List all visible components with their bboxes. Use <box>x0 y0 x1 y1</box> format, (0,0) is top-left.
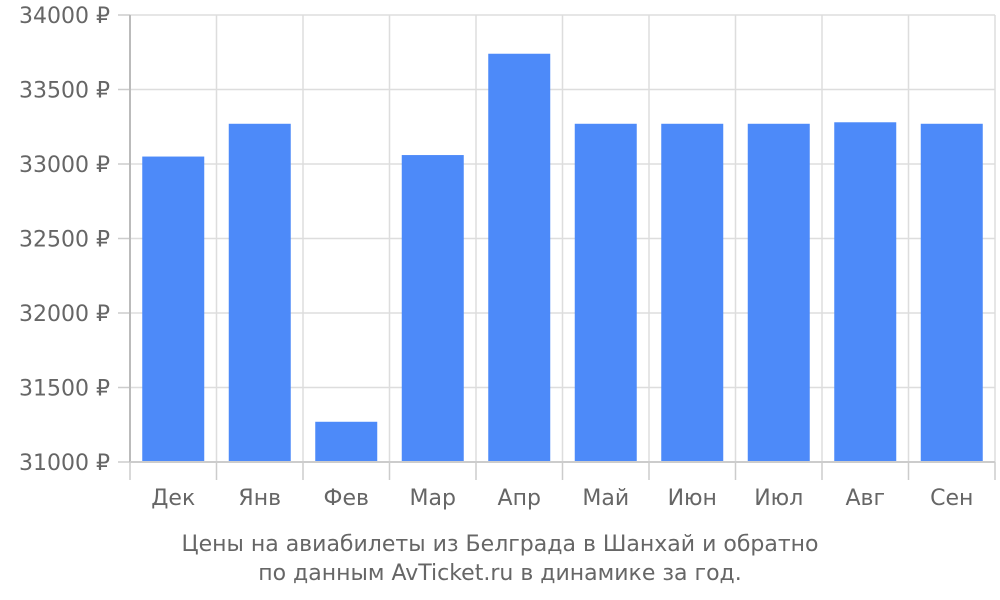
bar <box>747 123 810 463</box>
chart-caption: Цены на авиабилеты из Белграда в Шанхай … <box>0 530 1000 588</box>
y-tick-label: 34000 ₽ <box>19 4 110 29</box>
x-tick-label: Май <box>582 486 629 511</box>
y-tick-labels: 31000 ₽ 31500 ₽ 32000 ₽ 32500 ₽ 33000 ₽ 33500… <box>19 4 110 476</box>
caption-line-1: Цены на авиабилеты из Белграда в Шанхай … <box>181 532 819 557</box>
y-tick-label: 33000 ₽ <box>19 153 110 178</box>
x-tick-label: Дек <box>151 486 195 511</box>
bar <box>574 123 637 463</box>
x-tick-label: Апр <box>498 486 541 511</box>
bar-chart: 31000 ₽ 31500 ₽ 32000 ₽ 32500 ₽ 33000 ₽ 33500… <box>19 4 996 511</box>
bar <box>401 155 464 462</box>
bar <box>920 123 983 463</box>
bar <box>834 122 897 462</box>
x-tick-labels: Дек Янв Фев Мар Апр Май Июн Июл Авг Сен <box>151 486 973 511</box>
bars <box>142 53 983 463</box>
y-tick-label: 32500 ₽ <box>19 228 110 253</box>
grid-lines <box>129 14 996 463</box>
x-tick-label: Авг <box>845 486 885 511</box>
bar <box>228 123 291 463</box>
axes <box>118 14 996 480</box>
bar <box>488 53 551 463</box>
x-tick-label: Мар <box>410 486 456 511</box>
x-tick-label: Июн <box>668 486 717 511</box>
caption-line-2: по данным AvTicket.ru в динамике за год. <box>258 561 742 586</box>
y-tick-label: 33500 ₽ <box>19 79 110 104</box>
bar <box>142 156 205 463</box>
y-tick-label: 32000 ₽ <box>19 302 110 327</box>
x-tick-label: Янв <box>238 486 281 511</box>
x-tick-label: Июл <box>754 486 803 511</box>
y-tick-label: 31000 ₽ <box>19 451 110 476</box>
x-tick-label: Сен <box>930 486 973 511</box>
bar <box>661 123 724 463</box>
bar <box>315 421 378 462</box>
y-tick-label: 31500 ₽ <box>19 377 110 402</box>
x-tick-label: Фев <box>324 486 369 511</box>
